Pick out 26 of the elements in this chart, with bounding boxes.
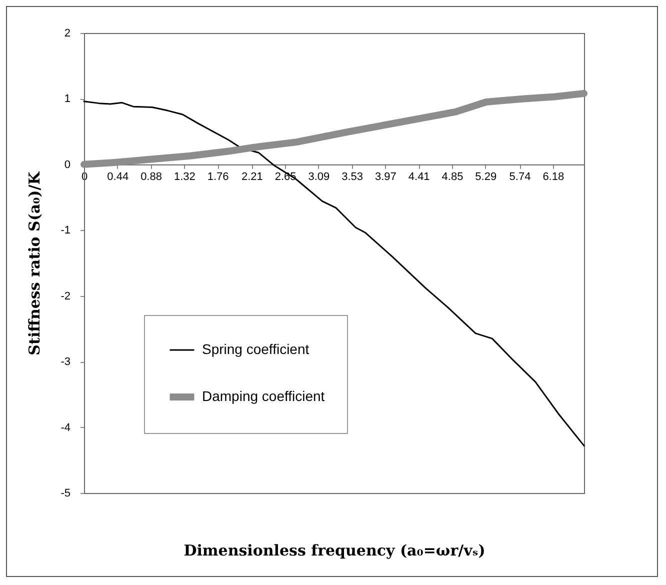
line-series xyxy=(83,100,585,446)
x-tick-label: 3.97 xyxy=(375,170,396,183)
y-tick-label: -2 xyxy=(60,290,70,302)
legend-label: Damping coefficient xyxy=(202,388,325,404)
x-tick-label: 5.74 xyxy=(509,170,531,183)
x-tick-label: 6.18 xyxy=(542,170,564,183)
x-tick-label: 5.29 xyxy=(475,170,497,183)
y-tick-label: -4 xyxy=(60,422,70,434)
x-tick-label: 3.53 xyxy=(342,170,364,183)
legend-label: Spring coefficient xyxy=(202,341,310,357)
x-tick-label: 3.09 xyxy=(308,170,330,183)
y-tick-label: -5 xyxy=(60,488,70,500)
y-tick-label: -1 xyxy=(60,224,70,237)
x-tick-label: 1.32 xyxy=(174,170,196,183)
x-tick-label: 2.21 xyxy=(241,170,263,183)
y-axis-title: Stiffness ratio S(a₀)/K xyxy=(26,170,44,356)
y-tick-label: 1 xyxy=(64,93,70,106)
x-tick-label: 4.41 xyxy=(408,170,430,183)
x-tick-label: 0.44 xyxy=(107,170,129,183)
y-tick-label: -3 xyxy=(60,356,70,368)
y-tick-label: 2 xyxy=(64,28,70,40)
x-tick-label: 4.85 xyxy=(442,170,464,183)
x-tick-label: 1.76 xyxy=(207,170,229,183)
x-tick-label: 0.88 xyxy=(140,170,162,183)
x-axis-title: Dimensionless frequency (a₀=ωr/vₛ) xyxy=(184,542,486,560)
y-tick-label: 0 xyxy=(64,158,70,171)
